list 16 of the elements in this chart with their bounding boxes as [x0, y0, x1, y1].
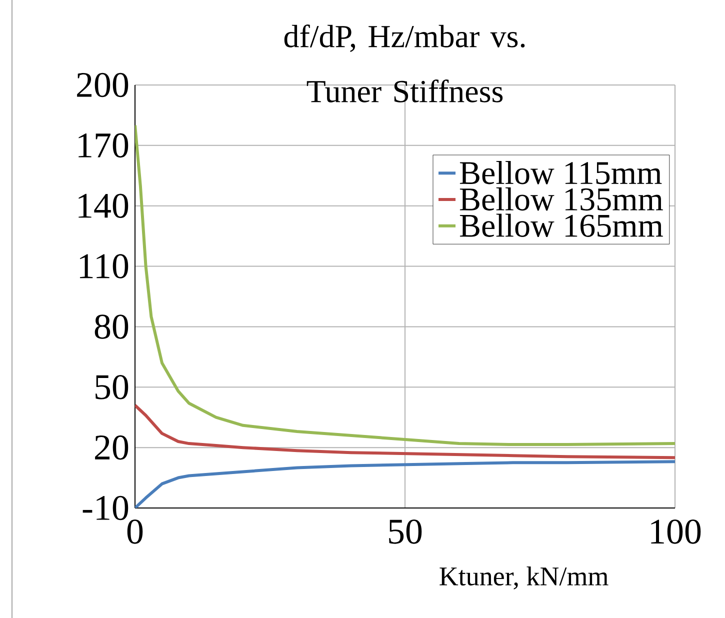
y-tick-label: 80: [94, 314, 128, 339]
y-tick-label: 20: [95, 435, 128, 460]
y-tick-label: 50: [96, 375, 128, 400]
y-tick-label: 140: [78, 194, 128, 218]
legend-label: Bellow 135mm: [460, 187, 663, 211]
y-tick-label: -10: [82, 496, 128, 520]
x-axis-title: Ktuner, kN/mm: [440, 566, 608, 590]
x-tick-label: 0: [127, 520, 143, 544]
x-tick-label: 100: [651, 520, 701, 544]
chart-title: df/dP, Hz/mbar vs. Tuner Stiffness: [284, 24, 525, 102]
y-tick-label: 170: [78, 133, 128, 158]
x-tick-label: 50: [389, 520, 422, 544]
legend-label: Bellow 115mm: [460, 160, 662, 184]
y-tick-label: 200: [77, 72, 128, 98]
legend-label: Bellow 165mm: [460, 214, 663, 237]
y-tick-label: 110: [80, 254, 128, 278]
